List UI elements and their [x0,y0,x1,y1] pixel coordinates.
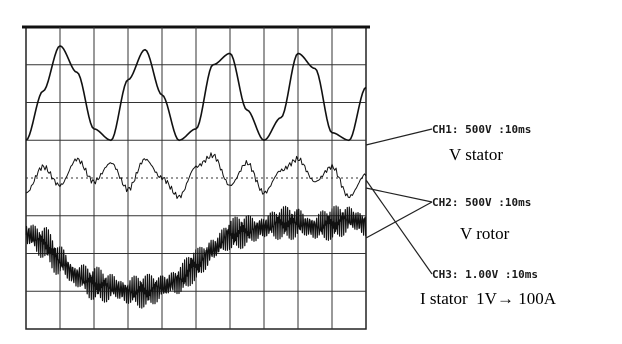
ch3-leader [365,179,433,275]
leader-lines [365,128,433,275]
ch3-description: I stator 1V→ 100A [420,289,556,308]
ch1-scale-label: CH1: 500V :10ms [432,123,532,136]
ch1-description: V stator [449,145,503,164]
ch2-scale-label: CH2: 500V :10ms [432,196,532,209]
ch3-scale-label: CH3: 1.00V :10ms [432,268,538,281]
ch2-leader-lower [365,201,433,239]
trace-v-stator [25,45,367,142]
ch1-leader [365,128,433,146]
trace-i-stator [25,205,367,309]
ch2-description: V rotor [460,224,510,243]
trace-v-rotor [25,152,367,199]
graticule [26,27,366,329]
trace-group [25,45,367,309]
ch2-leader [365,187,433,203]
